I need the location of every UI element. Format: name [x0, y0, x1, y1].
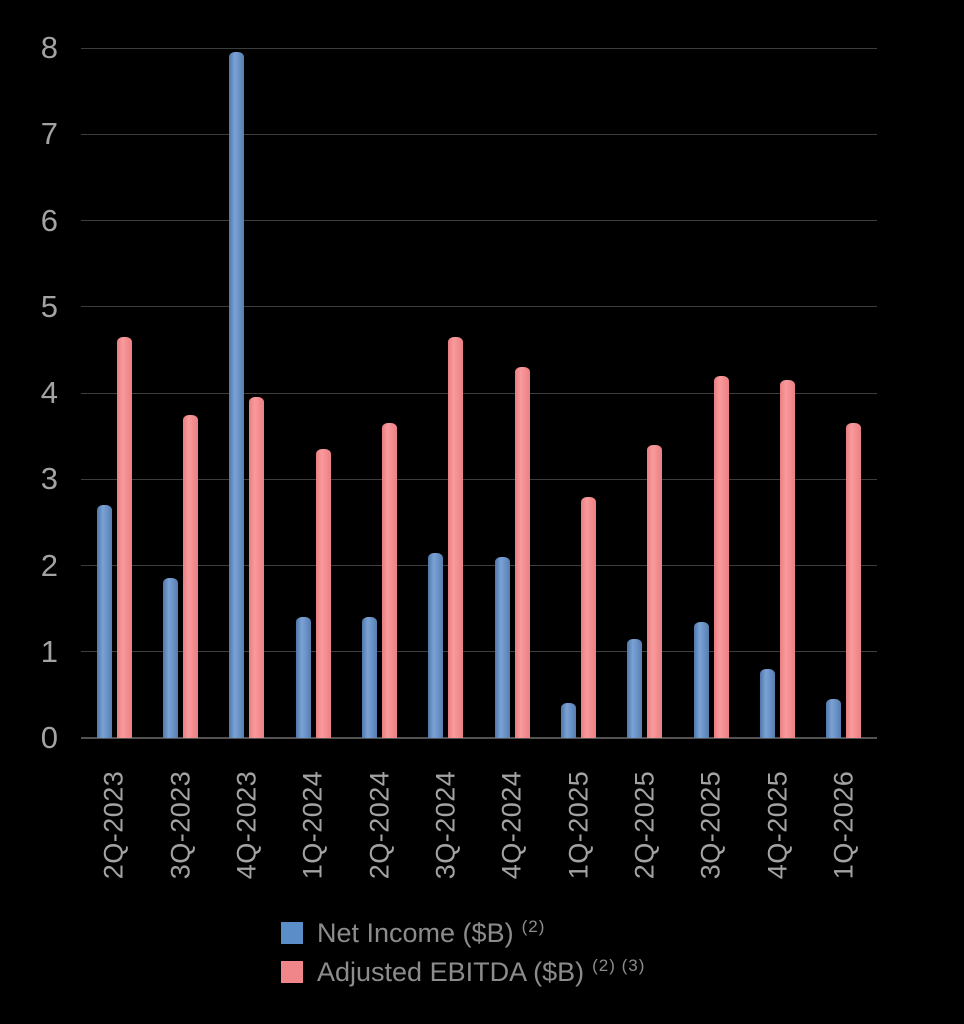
bar-adjusted-ebitda-2Q-2025 [647, 445, 663, 738]
y-tick-label-5: 5 [40, 288, 58, 324]
bar-net-income-2Q-2023 [96, 505, 112, 738]
adjusted-ebitda-legend-label: Adjusted EBITDA ($B) (2) (3) [317, 956, 645, 988]
y-tick-label-8: 8 [40, 30, 58, 65]
gridline-2 [81, 565, 877, 566]
gridline-6 [81, 220, 877, 221]
gridline-5 [81, 306, 877, 308]
bar-adjusted-ebitda-1Q-2025 [581, 497, 596, 738]
x-tick-label-1Q-2024: 1Q-2024 [297, 770, 328, 880]
bar-net-income-2Q-2024 [362, 617, 377, 738]
bar-adjusted-ebitda-3Q-2023 [183, 415, 198, 738]
gridline-0 [81, 737, 877, 739]
bar-net-income-1Q-2025 [561, 703, 576, 738]
bar-net-income-3Q-2024 [428, 553, 444, 738]
bar-net-income-3Q-2025 [693, 622, 709, 738]
bar-adjusted-ebitda-3Q-2025 [713, 376, 729, 738]
y-tick-label-1: 1 [40, 633, 58, 669]
x-tick-label-1Q-2025: 1Q-2025 [563, 770, 593, 880]
bar-net-income-1Q-2024 [295, 617, 311, 738]
bar-adjusted-ebitda-4Q-2024 [514, 367, 530, 738]
x-tick-label-3Q-2023: 3Q-2023 [165, 770, 195, 880]
legend-item-net-income: Net Income ($B) (2) [281, 916, 645, 949]
gridline-4 [81, 392, 877, 394]
x-tick-label-3Q-2025: 3Q-2025 [695, 770, 726, 880]
y-tick-label-2: 2 [40, 547, 58, 583]
gridline-1 [81, 651, 877, 653]
net-income-legend-text: Net Income ($B) [317, 917, 514, 948]
x-tick-label-4Q-2023: 4Q-2023 [231, 770, 262, 880]
y-tick-label-4: 4 [40, 375, 58, 410]
x-tick-label-4Q-2025: 4Q-2025 [762, 770, 792, 880]
gridline-8 [81, 47, 877, 49]
y-tick-label-3: 3 [40, 461, 58, 497]
adjusted-ebitda-legend-text: Adjusted EBITDA ($B) [317, 956, 585, 987]
bar-net-income-4Q-2023 [229, 52, 245, 738]
bar-adjusted-ebitda-2Q-2024 [382, 423, 397, 738]
net-income-footnote: (2) [521, 916, 546, 936]
bar-adjusted-ebitda-1Q-2024 [315, 449, 331, 738]
x-tick-label-3Q-2024: 3Q-2024 [430, 770, 461, 880]
adjusted-ebitda-footnote: (2) (3) [592, 955, 646, 975]
bar-net-income-2Q-2025 [627, 639, 643, 738]
x-tick-label-2Q-2024: 2Q-2024 [364, 770, 394, 880]
x-tick-label-2Q-2025: 2Q-2025 [629, 770, 660, 880]
legend-item-adjusted-ebitda: Adjusted EBITDA ($B) (2) (3) [281, 955, 645, 988]
net-income-legend-label: Net Income ($B) (2) [317, 917, 545, 949]
bar-adjusted-ebitda-3Q-2024 [448, 337, 464, 738]
bar-adjusted-ebitda-4Q-2023 [249, 397, 265, 738]
adjusted-ebitda-swatch-icon [281, 960, 303, 983]
bar-net-income-4Q-2025 [760, 669, 775, 738]
net-income-swatch-icon [281, 921, 303, 944]
bar-net-income-3Q-2023 [163, 578, 178, 738]
bar-net-income-1Q-2026 [826, 699, 842, 738]
gridline-3 [81, 478, 877, 480]
bar-net-income-4Q-2024 [494, 557, 510, 738]
gridline-7 [81, 133, 877, 135]
bar-adjusted-ebitda-1Q-2026 [846, 423, 862, 738]
y-tick-label-7: 7 [40, 116, 58, 152]
bar-adjusted-ebitda-4Q-2025 [780, 380, 795, 738]
x-tick-label-2Q-2023: 2Q-2023 [98, 770, 129, 880]
y-tick-label-0: 0 [40, 720, 58, 755]
x-tick-label-1Q-2026: 1Q-2026 [828, 770, 859, 880]
y-tick-label-6: 6 [40, 202, 58, 238]
legend: Net Income ($B) (2) Adjusted EBITDA ($B) (… [281, 916, 645, 994]
bar-adjusted-ebitda-2Q-2023 [116, 337, 132, 738]
x-tick-label-4Q-2024: 4Q-2024 [496, 770, 527, 880]
